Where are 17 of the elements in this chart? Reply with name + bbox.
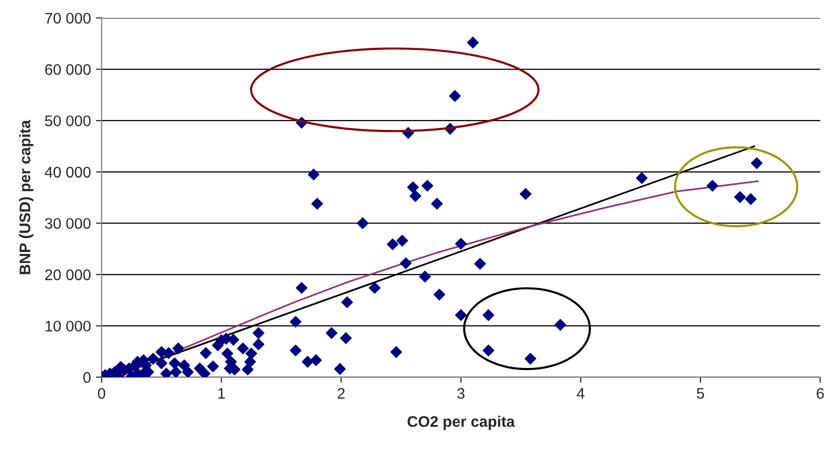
y-tick-label: 10 000 <box>46 320 91 332</box>
x-tick-label: 6 <box>816 388 824 399</box>
x-axis-title: CO2 per capita <box>408 416 515 430</box>
y-tick-label: 20 000 <box>45 269 91 280</box>
y-tick-label: 60 000 <box>45 64 91 75</box>
x-tick-label: 3 <box>457 388 464 399</box>
x-tick-label: 2 <box>338 388 345 399</box>
x-tick-label: 4 <box>576 388 584 399</box>
y-tick-label: 50 000 <box>45 115 91 126</box>
y-axis-title: BNP (USD) per capita <box>19 120 34 274</box>
y-tick-label: 70 000 <box>45 12 91 24</box>
y-tick-label: 30 000 <box>45 218 91 229</box>
y-tick-label: 40 000 <box>44 166 91 178</box>
x-tick-label: 1 <box>218 388 225 399</box>
y-tick-label: 0 <box>83 372 91 383</box>
x-tick-label: 5 <box>696 388 704 399</box>
x-tick-label: 0 <box>98 388 106 399</box>
